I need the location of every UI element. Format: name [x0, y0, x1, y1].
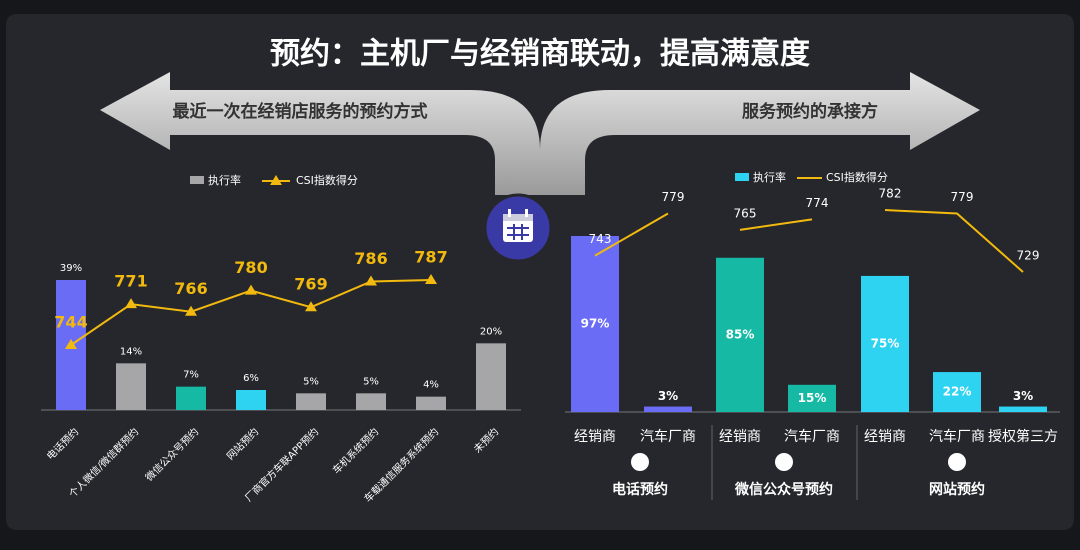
- csi-line: [884, 209, 1024, 273]
- left-subtitle: 最近一次在经销店服务的预约方式: [173, 101, 428, 122]
- csi-value-label: 743: [589, 232, 612, 246]
- x-tick-label: 汽车厂商: [784, 428, 840, 445]
- csi-value-label: 729: [1017, 249, 1040, 263]
- csi-marker: [185, 305, 197, 316]
- bar-value-label: 3%: [1013, 389, 1033, 403]
- bar-value-label: 75%: [871, 336, 900, 350]
- bar: [416, 396, 446, 410]
- csi-marker: [305, 301, 317, 312]
- x-tick-label: 经销商: [719, 429, 761, 445]
- title: 预约：主机厂与经销商联动，提高满意度: [270, 37, 810, 72]
- bar: [176, 386, 206, 410]
- group-label: 网站预约: [929, 481, 985, 498]
- x-tick-label: 汽车厂商: [640, 428, 696, 445]
- bar: [571, 236, 619, 412]
- x-tick-label: 经销商: [864, 429, 906, 445]
- bar-value-label: 5%: [363, 376, 379, 387]
- csi-marker: [425, 274, 437, 284]
- legend-swatch: [190, 176, 204, 184]
- csi-value-label: 786: [354, 249, 387, 268]
- csi-marker: [245, 284, 257, 295]
- bar-value-label: 6%: [243, 373, 259, 384]
- bar-value-label: 20%: [480, 326, 502, 337]
- bar: [356, 393, 386, 410]
- x-tick-label: 经销商: [574, 429, 616, 445]
- legend-marker: [270, 175, 282, 185]
- csi-value-label: 779: [951, 190, 974, 204]
- right-arrow: [540, 72, 980, 195]
- bar: [296, 393, 326, 410]
- right-subtitle: 服务预约的承接方: [742, 101, 878, 122]
- csi-marker: [365, 275, 377, 286]
- bar: [116, 363, 146, 410]
- csi-value-label: 771: [114, 272, 147, 291]
- bar: [476, 343, 506, 410]
- calendar-icon: [483, 193, 553, 263]
- csi-line: [594, 212, 669, 257]
- legend-label: 执行率: [753, 170, 786, 184]
- bar: [236, 390, 266, 410]
- bar-value-label: 15%: [798, 391, 827, 405]
- legend-swatch: [735, 173, 749, 181]
- csi-marker: [65, 339, 77, 349]
- group-icon: [631, 453, 649, 471]
- csi-value-label: 779: [662, 190, 685, 204]
- bar-value-label: 4%: [423, 380, 439, 391]
- bar-value-label: 97%: [581, 317, 610, 331]
- bar: [933, 372, 981, 412]
- group-label: 微信公众号预约: [734, 481, 833, 498]
- csi-value-label: 774: [806, 196, 829, 210]
- bar: [788, 384, 836, 412]
- legend-label: CSI指数得分: [826, 170, 888, 184]
- group-label: 电话预约: [612, 481, 668, 498]
- csi-marker: [125, 298, 137, 309]
- bar-value-label: 7%: [183, 370, 199, 381]
- bar: [716, 257, 764, 412]
- csi-value-label: 782: [879, 187, 902, 201]
- csi-value-label: 787: [414, 248, 447, 267]
- x-tick-label: 汽车厂商: [929, 428, 985, 445]
- bar-value-label: 85%: [726, 327, 755, 341]
- x-tick-label: 授权第三方: [988, 428, 1058, 445]
- csi-value-label: 744: [54, 313, 87, 332]
- bar-value-label: 39%: [60, 263, 82, 274]
- bar: [999, 406, 1047, 412]
- csi-value-label: 769: [294, 275, 327, 294]
- group-icon: [775, 453, 793, 471]
- legend-label: CSI指数得分: [296, 173, 358, 187]
- bar-value-label: 22%: [943, 385, 972, 399]
- bar-value-label: 5%: [303, 376, 319, 387]
- left-arrow: [100, 72, 540, 195]
- bar: [861, 275, 909, 412]
- csi-value-label: 766: [174, 279, 207, 298]
- bar: [644, 406, 692, 412]
- csi-value-label: 780: [234, 258, 267, 277]
- legend-label: 执行率: [208, 173, 241, 187]
- csi-value-label: 765: [734, 206, 757, 220]
- bar-value-label: 3%: [658, 389, 678, 403]
- csi-line: [739, 218, 813, 231]
- group-icon: [948, 453, 966, 471]
- bar-value-label: 14%: [120, 346, 142, 357]
